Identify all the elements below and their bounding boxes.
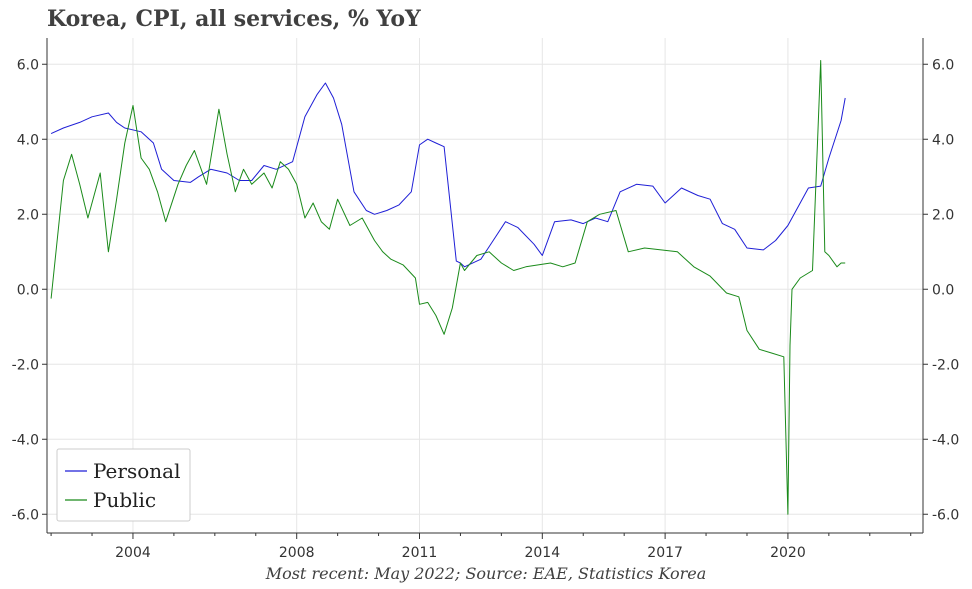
x-tick-label: 2020: [770, 545, 806, 561]
y-tick-label-left: 6.0: [17, 57, 39, 73]
y-tick-label-left: 0.0: [17, 282, 39, 298]
y-tick-label-right: -4.0: [932, 432, 959, 448]
series-line-public: [50, 60, 846, 515]
y-tick-label-right: 2.0: [932, 207, 954, 223]
legend-label: Public: [93, 488, 156, 512]
chart-title: Korea, CPI, all services, % YoY: [47, 6, 421, 32]
x-tick-label: 2008: [279, 545, 315, 561]
y-tick-label-right: 6.0: [932, 57, 954, 73]
x-tick-label: 2017: [647, 545, 683, 561]
y-tick-label-right: -6.0: [932, 507, 959, 523]
series-lines: [50, 60, 846, 515]
legend: Personal Public: [56, 448, 191, 522]
legend-box: [56, 448, 191, 522]
series-line-personal: [50, 82, 846, 268]
x-tick-label: 2011: [402, 545, 438, 561]
gridlines: [47, 38, 923, 533]
x-tick-label: 2014: [524, 545, 560, 561]
y-tick-label-right: -2.0: [932, 357, 959, 373]
legend-label: Personal: [93, 459, 180, 483]
y-tick-label-right: 4.0: [932, 132, 954, 148]
y-tick-label-left: -2.0: [12, 357, 39, 373]
y-tick-label-right: 0.0: [932, 282, 954, 298]
y-tick-label-left: -6.0: [12, 507, 39, 523]
y-tick-label-left: 2.0: [17, 207, 39, 223]
y-tick-label-left: 4.0: [17, 132, 39, 148]
chart-caption: Most recent: May 2022; Source: EAE, Stat…: [265, 564, 707, 583]
y-tick-label-left: -4.0: [12, 432, 39, 448]
x-tick-label: 2004: [115, 545, 151, 561]
axes: -6.0 -6.0 -4.0 -4.0 -2.0 -2.0 0.0 0.0 2.0 2.0 4.0 4…: [12, 38, 959, 561]
